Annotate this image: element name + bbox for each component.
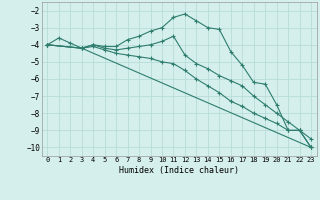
X-axis label: Humidex (Indice chaleur): Humidex (Indice chaleur) (119, 166, 239, 175)
